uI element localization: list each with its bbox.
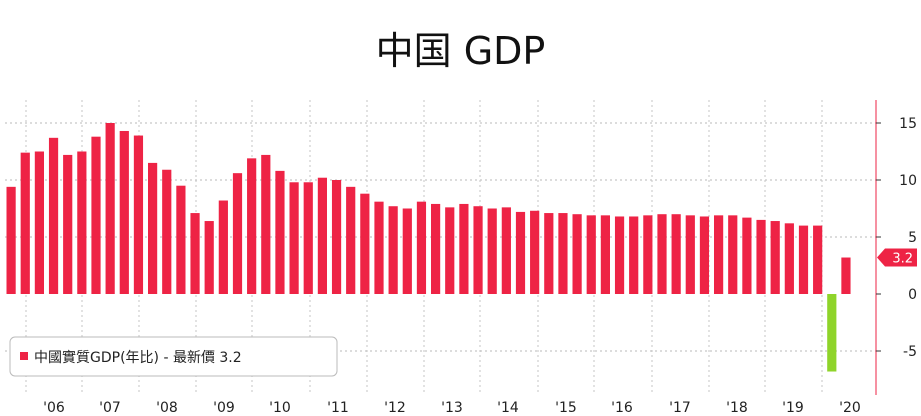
x-tick-label: '18 <box>726 400 748 416</box>
bar <box>402 208 412 294</box>
bar <box>473 206 483 294</box>
bar <box>148 162 158 294</box>
bar <box>586 215 596 294</box>
bar <box>247 158 257 294</box>
y-tick-label: -5 <box>903 344 917 360</box>
x-tick-label: '15 <box>555 400 577 416</box>
bar <box>289 182 299 294</box>
y-tick-label: 15 <box>899 116 917 132</box>
bar <box>756 219 766 294</box>
bar <box>416 201 427 294</box>
bar <box>388 206 398 294</box>
bar <box>643 215 653 294</box>
bar <box>445 207 455 294</box>
bar <box>629 216 639 294</box>
x-tick-label: '16 <box>611 400 633 416</box>
bar <box>572 214 582 294</box>
bar <box>34 151 44 294</box>
bar <box>162 169 172 294</box>
y-tick-label: 0 <box>908 287 917 303</box>
bar <box>261 154 271 294</box>
x-tick-label: '17 <box>669 400 691 416</box>
bar <box>530 210 540 294</box>
bar <box>190 213 200 294</box>
bar <box>614 216 625 294</box>
x-tick-label: '10 <box>269 400 291 416</box>
bar <box>671 214 681 294</box>
legend: 中國實質GDP(年比) - 最新價 3.2 <box>9 336 338 377</box>
bar <box>63 154 73 294</box>
page-title: 中国 GDP <box>375 29 546 73</box>
bar <box>487 208 497 294</box>
x-tick-label: '07 <box>99 400 121 416</box>
bar <box>784 223 794 294</box>
bar <box>699 216 710 294</box>
legend-box <box>9 336 338 377</box>
bar <box>657 214 667 294</box>
bar <box>91 136 101 294</box>
bar <box>459 203 469 294</box>
last-value-badge <box>877 248 917 267</box>
legend-swatch <box>20 352 28 360</box>
bar <box>346 186 356 294</box>
bar <box>798 225 809 294</box>
right-axis: 15 10 5 0 -5 3.2 <box>875 100 917 395</box>
bar <box>827 294 837 372</box>
last-value-label: 3.2 <box>892 252 913 267</box>
bar <box>770 221 780 294</box>
bar <box>105 123 115 294</box>
x-tick-label: '11 <box>327 400 349 416</box>
x-tick-label: '09 <box>213 400 235 416</box>
bar <box>20 152 30 294</box>
bar <box>544 213 554 294</box>
bar <box>218 200 228 294</box>
bar <box>232 173 243 294</box>
bar <box>728 215 738 294</box>
bar <box>317 177 327 294</box>
bar <box>374 201 384 294</box>
legend-label: 中國實質GDP(年比) - 最新價 3.2 <box>34 349 242 366</box>
bar <box>685 215 695 294</box>
x-tick-label: '19 <box>782 400 804 416</box>
bar <box>600 215 610 294</box>
bar <box>133 135 144 294</box>
x-tick-label: '14 <box>497 400 519 416</box>
x-tick-label: '06 <box>43 400 65 416</box>
x-tick-label: '13 <box>441 400 463 416</box>
bar <box>841 257 851 294</box>
x-tick-label: '08 <box>156 400 178 416</box>
x-axis: '06 '07 '08 '09 '10 '11 '12 '13 '14 '15 '16 '17 '18 '… <box>43 400 861 416</box>
bar <box>6 186 16 294</box>
bar <box>119 130 129 294</box>
bar <box>431 203 441 294</box>
bar <box>204 221 214 294</box>
bar <box>501 207 511 294</box>
bar <box>48 137 59 294</box>
bar <box>303 182 313 294</box>
bar <box>77 151 87 294</box>
y-tick-label: 10 <box>899 173 917 189</box>
bar <box>176 185 186 294</box>
x-tick-label: '12 <box>384 400 406 416</box>
bar <box>714 215 724 294</box>
bar <box>515 211 526 294</box>
bar <box>331 180 342 294</box>
bar-group <box>6 123 851 372</box>
bar <box>360 193 370 294</box>
bar <box>275 170 285 294</box>
y-tick-label: 5 <box>908 230 917 246</box>
bar <box>558 213 568 294</box>
bar <box>813 225 823 294</box>
x-tick-label: '20 <box>839 400 861 416</box>
bar <box>742 217 752 294</box>
